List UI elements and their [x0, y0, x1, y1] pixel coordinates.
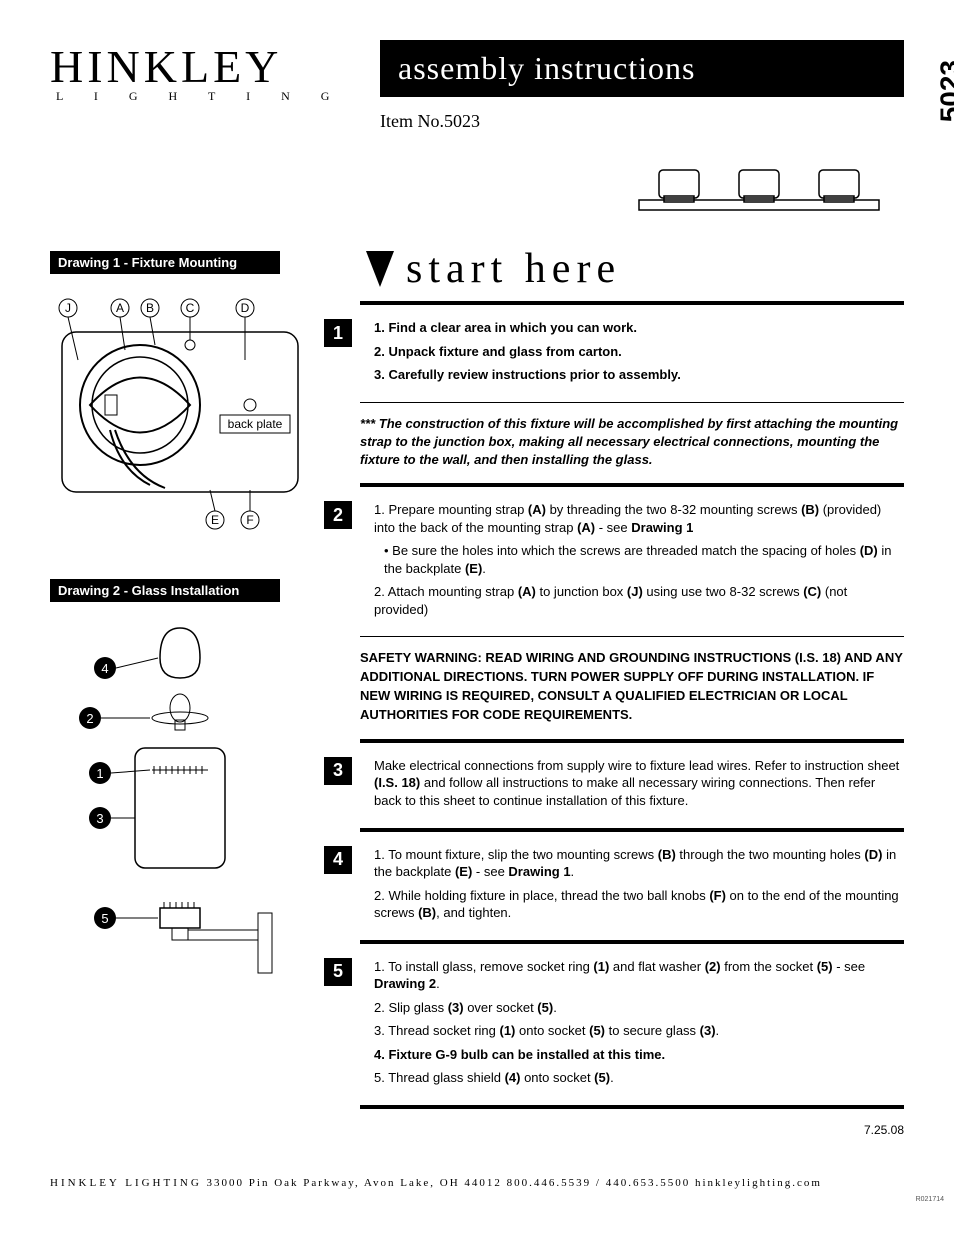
revision-code: R021714 [916, 1196, 944, 1203]
step4-line1: 1. To mount fixture, slip the two mounti… [360, 846, 904, 881]
step-number-5: 5 [324, 958, 352, 986]
step4-line2: 2. While holding fixture in place, threa… [360, 887, 904, 922]
step-number-4: 4 [324, 846, 352, 874]
step2-bullet: • Be sure the holes into which the screw… [360, 542, 904, 577]
svg-text:J: J [65, 301, 71, 315]
step1-line1: 1. Find a clear area in which you can wo… [360, 319, 904, 337]
divider [360, 483, 904, 487]
side-model-number: 5023 [934, 60, 954, 122]
step1-line2: 2. Unpack fixture and glass from carton. [360, 343, 904, 361]
step5-line4: 4. Fixture G-9 bulb can be installed at … [360, 1046, 904, 1064]
svg-text:4: 4 [101, 661, 108, 676]
step3-text: Make electrical connections from supply … [360, 757, 904, 810]
revision-date: 7.25.08 [360, 1123, 904, 1137]
step5-line5: 5. Thread glass shield (4) onto socket (… [360, 1069, 904, 1087]
step-1: 1 1. Find a clear area in which you can … [360, 319, 904, 384]
step5-line3: 3. Thread socket ring (1) onto socket (5… [360, 1022, 904, 1040]
construction-note: *** The construction of this fixture wil… [360, 415, 904, 470]
step-5: 5 1. To install glass, remove socket rin… [360, 958, 904, 1087]
divider [360, 636, 904, 637]
drawing2-label: Drawing 2 - Glass Installation [50, 579, 280, 602]
svg-text:2: 2 [86, 711, 93, 726]
svg-text:3: 3 [96, 811, 103, 826]
svg-text:E: E [211, 513, 219, 527]
footer: HINKLEY LIGHTING 33000 Pin Oak Parkway, … [50, 1177, 904, 1189]
svg-text:D: D [241, 301, 250, 315]
svg-text:C: C [186, 301, 195, 315]
divider [360, 402, 904, 403]
step-3: 3 Make electrical connections from suppl… [360, 757, 904, 810]
item-number: Item No.5023 [380, 111, 904, 132]
logo-sub: L I G H T I N G [50, 89, 350, 104]
divider [360, 739, 904, 743]
brand-logo: HINKLEY L I G H T I N G [50, 40, 350, 104]
step5-line1: 1. To install glass, remove socket ring … [360, 958, 904, 993]
divider [360, 301, 904, 305]
svg-text:back plate: back plate [228, 417, 283, 431]
step-number-1: 1 [324, 319, 352, 347]
step2-line2: 2. Attach mounting strap (A) to junction… [360, 583, 904, 618]
svg-text:B: B [146, 301, 154, 315]
step-number-3: 3 [324, 757, 352, 785]
svg-text:5: 5 [101, 911, 108, 926]
step2-line1: 1. Prepare mounting strap (A) by threadi… [360, 501, 904, 536]
step5-line2: 2. Slip glass (3) over socket (5). [360, 999, 904, 1017]
drawing1-svg: J A B C D [50, 290, 310, 540]
drawing1-label: Drawing 1 - Fixture Mounting [50, 251, 280, 274]
start-here-heading: start here [360, 245, 904, 293]
divider [360, 940, 904, 944]
step-4: 4 1. To mount fixture, slip the two moun… [360, 846, 904, 922]
divider [360, 828, 904, 832]
logo-name: HINKLEY [50, 40, 350, 93]
drawing2-svg: 1 2 3 4 5 [50, 618, 310, 998]
divider [360, 1105, 904, 1109]
step-number-2: 2 [324, 501, 352, 529]
arrow-down-icon [360, 247, 400, 291]
safety-warning: SAFETY WARNING: READ WIRING AND GROUNDIN… [360, 649, 904, 724]
product-illustration [50, 162, 904, 225]
step-2: 2 1. Prepare mounting strap (A) by threa… [360, 501, 904, 618]
title-bar: assembly instructions [380, 40, 904, 97]
svg-text:A: A [116, 301, 124, 315]
step1-line3: 3. Carefully review instructions prior t… [360, 366, 904, 384]
svg-text:1: 1 [96, 766, 103, 781]
svg-text:F: F [246, 513, 253, 527]
